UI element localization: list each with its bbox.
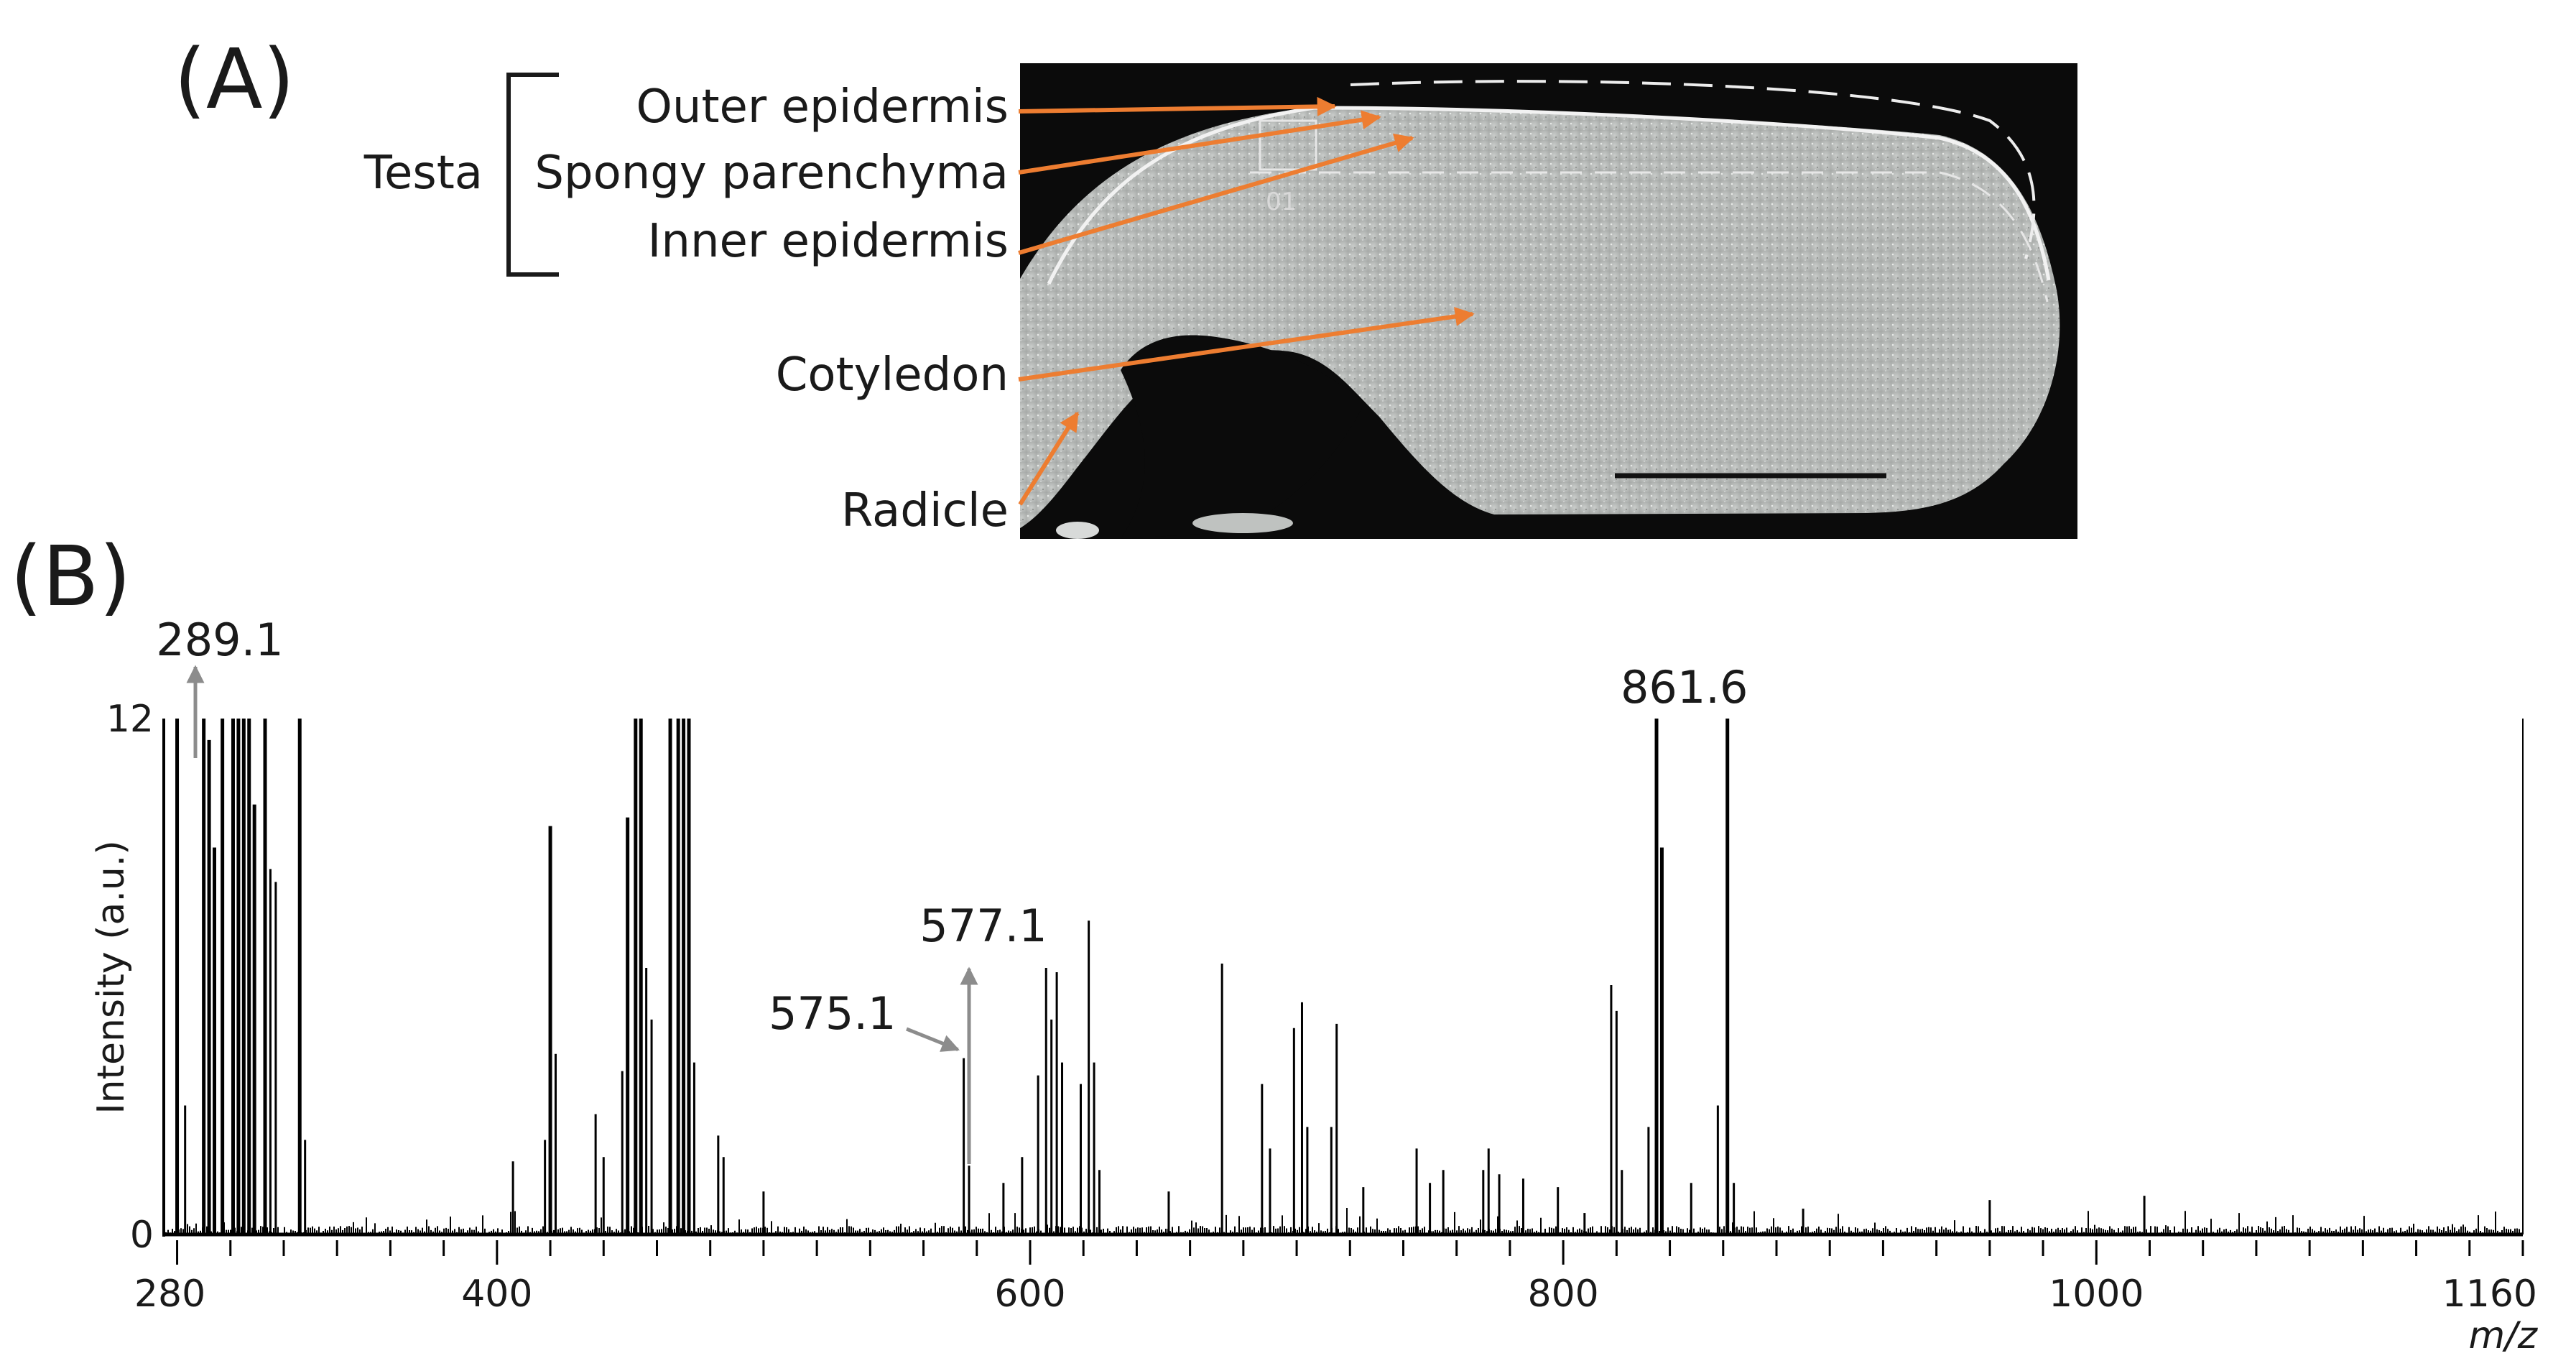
testa-label: Testa — [363, 147, 483, 200]
spongy-parenchyma-label: Spongy parenchyma — [534, 147, 1009, 200]
panel-b-label: (B) — [10, 529, 131, 625]
y-tick-label: 12 — [106, 698, 154, 741]
baseline-noise — [163, 1207, 2522, 1234]
seed-tissue — [1020, 108, 2060, 528]
outer-epidermis-label: Outer epidermis — [636, 80, 1009, 134]
radicle-label: Radicle — [841, 484, 1009, 537]
annotation-arrows — [1018, 96, 1475, 506]
x-tick-label: 1000 — [2049, 1273, 2144, 1316]
panel-a-label: (A) — [174, 32, 295, 128]
peak-577-label: 577.1 — [919, 900, 1047, 952]
outer-dashed-outline — [1350, 80, 2036, 259]
mass-spectrum: 280 400 600 800 1000 1160 0 12 Intensity (a.u.) m… — [90, 614, 2539, 1357]
x-tick-label: 600 — [994, 1273, 1065, 1316]
y-tick-label: 0 — [130, 1214, 154, 1257]
micrograph-cavity — [1121, 335, 1365, 539]
panel-a: (A) Testa Outer epidermis Spongy parench… — [174, 32, 2077, 539]
radicle-arrow — [1018, 411, 1080, 506]
x-tick-label: 280 — [134, 1273, 205, 1316]
panel-b: (B) 280 400 600 800 1000 1160 0 12 Intensity (a.… — [10, 529, 2539, 1357]
x-axis-title: m/z — [2469, 1314, 2539, 1357]
seed-coat-outline — [1047, 106, 2051, 285]
inner-epidermis-arrow — [1018, 133, 1414, 255]
cotyledon-label: Cotyledon — [776, 348, 1009, 402]
roi-box — [1259, 119, 1317, 171]
x-tick-label: 1160 — [2442, 1273, 2537, 1316]
outer-epidermis-arrow — [1018, 96, 1337, 116]
inner-epidermis-label: Inner epidermis — [648, 215, 1009, 268]
debris-spot-2 — [1192, 513, 1293, 533]
peak-861-label: 861.6 — [1621, 661, 1748, 714]
testa-bracket — [506, 73, 559, 277]
x-tick-label: 400 — [461, 1273, 532, 1316]
y-axis-title: Intensity (a.u.) — [90, 840, 133, 1114]
debris-spot — [1056, 522, 1099, 539]
spongy-parenchyma-arrow — [1018, 110, 1381, 175]
x-tick-label: 800 — [1528, 1273, 1599, 1316]
cotyledon-arrow — [1018, 307, 1475, 382]
peak-575-callout-arrow — [906, 1027, 960, 1052]
roi-marker: 01 — [1266, 188, 1297, 216]
inner-dashed-outline — [1250, 171, 2049, 303]
peak-289-label: 289.1 — [156, 614, 284, 666]
peak-575-label: 575.1 — [769, 987, 896, 1040]
seed-micrograph: 01 — [1020, 63, 2077, 539]
